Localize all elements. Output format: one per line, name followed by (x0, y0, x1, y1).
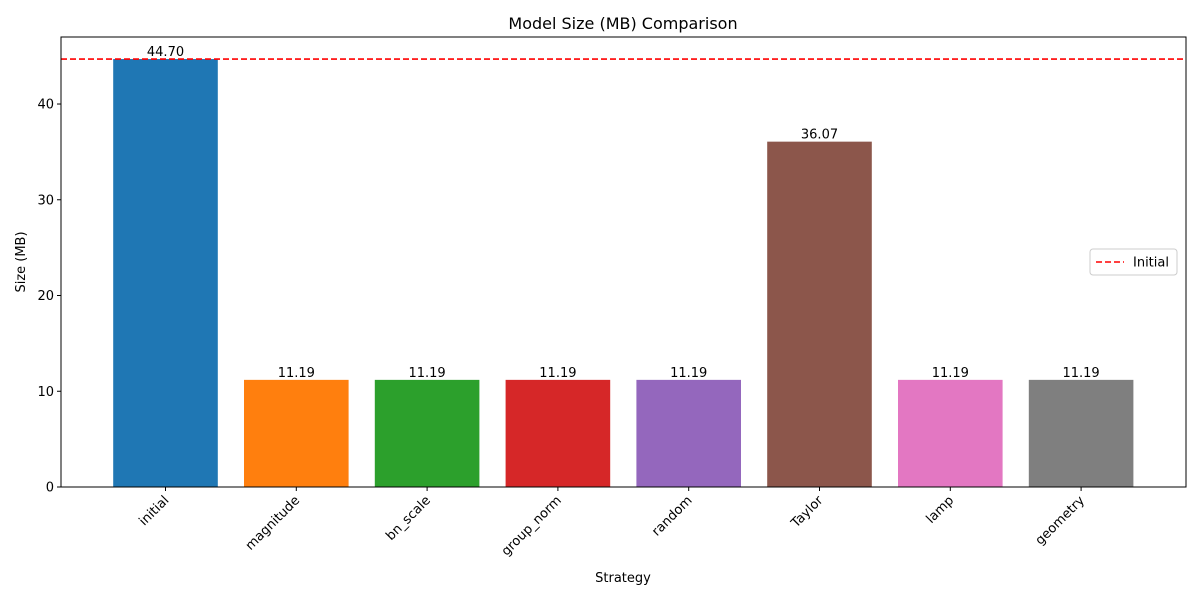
legend: Initial (1089, 248, 1178, 276)
bar-initial (113, 59, 218, 488)
legend-box (1089, 248, 1178, 276)
x-tick-label-bn_scale: bn_scale (383, 493, 434, 544)
bar-magnitude (244, 379, 349, 487)
bar-value-label-bn_scale: 11.19 (408, 366, 445, 381)
bars-group (113, 59, 1134, 488)
x-tick-label-initial: initial (136, 493, 172, 529)
legend-label-initial: Initial (1133, 256, 1169, 271)
y-tick-label: 10 (37, 385, 54, 400)
y-tick-label: 0 (46, 481, 54, 496)
x-axis-label: Strategy (595, 571, 651, 586)
chart-title: Model Size (MB) Comparison (508, 14, 737, 33)
bar-value-label-magnitude: 11.19 (278, 366, 315, 381)
bar-bn_scale (374, 379, 480, 487)
x-tick-label-group_norm: group_norm (499, 493, 565, 559)
x-tick-label-geometry: geometry (1033, 493, 1088, 548)
y-axis-label: Size (MB) (14, 231, 29, 292)
y-tick-label: 40 (37, 98, 54, 113)
bar-value-label-lamp: 11.19 (932, 366, 969, 381)
x-tick-label-Taylor: Taylor (788, 493, 827, 532)
x-axis-ticks: initial magnitude bn_scale group_norm random… (136, 487, 1088, 559)
bar-random (636, 379, 741, 487)
bar-value-label-initial: 44.70 (147, 45, 184, 60)
bar-group_norm (505, 379, 611, 487)
x-tick-label-lamp: lamp (924, 493, 958, 527)
bar-value-label-Taylor: 36.07 (801, 128, 838, 143)
x-tick-label-magnitude: magnitude (243, 493, 303, 553)
bar-geometry (1028, 379, 1134, 487)
y-tick-label: 30 (37, 193, 54, 208)
bar-Taylor (767, 141, 872, 488)
y-axis-ticks: 0 10 20 30 40 (37, 98, 61, 496)
plot-frame (60, 36, 1187, 488)
x-tick-label-random: random (649, 493, 695, 539)
bar-value-labels: 44.70 11.19 11.19 11.19 11.19 36.07 11.19 11.19 (147, 45, 1100, 381)
bar-value-label-random: 11.19 (670, 366, 707, 381)
y-tick-label: 20 (37, 289, 54, 304)
bar-value-label-geometry: 11.19 (1062, 366, 1099, 381)
bar-lamp (898, 379, 1003, 487)
bar-value-label-group_norm: 11.19 (539, 366, 576, 381)
